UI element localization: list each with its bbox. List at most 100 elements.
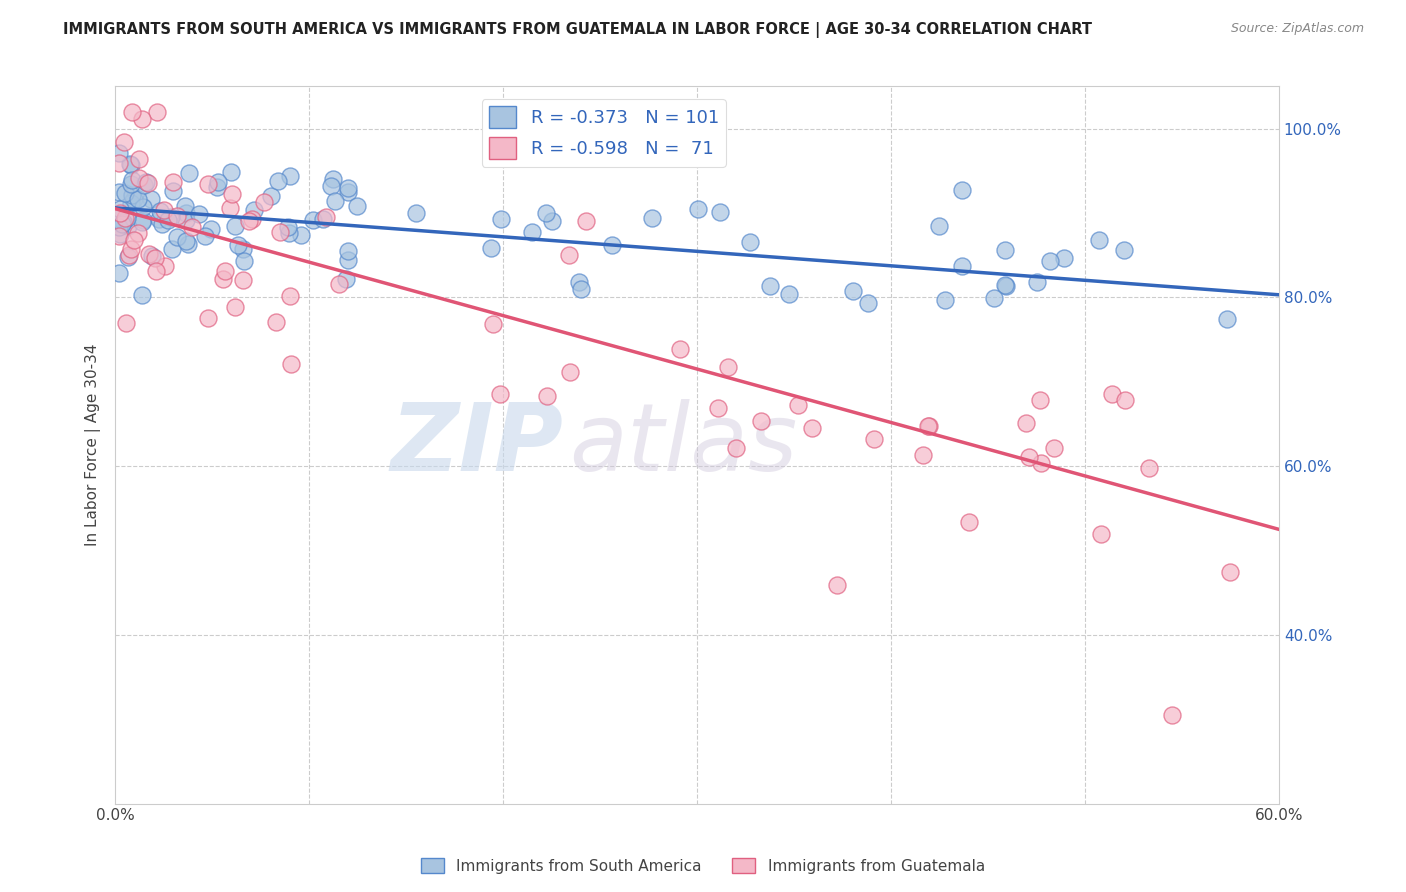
Text: Source: ZipAtlas.com: Source: ZipAtlas.com [1230, 22, 1364, 36]
Point [132, 200, 155, 214]
Point [600, 237, 623, 252]
Point [489, 212, 512, 227]
Point [108, 266, 131, 280]
Point [277, 220, 299, 235]
Point [1031, 456, 1053, 470]
Point [135, 175, 157, 189]
Point [569, 282, 592, 296]
Point [269, 225, 291, 239]
Point [277, 227, 299, 241]
Point [138, 247, 160, 261]
Point [122, 233, 145, 247]
Point [141, 249, 163, 263]
Point [862, 432, 884, 446]
Point [1015, 417, 1038, 431]
Point [174, 235, 197, 249]
Point [1053, 251, 1076, 265]
Point [128, 152, 150, 166]
Point [162, 175, 184, 189]
Point [207, 175, 229, 189]
Point [120, 178, 142, 192]
Point [253, 195, 276, 210]
Point [117, 219, 139, 233]
Text: IMMIGRANTS FROM SOUTH AMERICA VS IMMIGRANTS FROM GUATEMALA IN LABOR FORCE | AGE : IMMIGRANTS FROM SOUTH AMERICA VS IMMIGRA… [63, 22, 1092, 38]
Point [336, 185, 359, 199]
Point [1029, 392, 1052, 407]
Point [122, 192, 145, 206]
Point [197, 177, 219, 191]
Point [800, 420, 823, 434]
Point [166, 230, 188, 244]
Legend: R = -0.373   N = 101, R = -0.598   N =  71: R = -0.373 N = 101, R = -0.598 N = 71 [482, 99, 725, 167]
Point [121, 187, 143, 202]
Point [110, 202, 132, 216]
Point [240, 211, 263, 226]
Point [1219, 565, 1241, 579]
Point [166, 209, 188, 223]
Point [917, 419, 939, 434]
Point [112, 135, 135, 149]
Point [778, 287, 800, 301]
Point [405, 205, 427, 219]
Point [669, 342, 692, 356]
Point [346, 199, 368, 213]
Point [160, 242, 183, 256]
Point [176, 213, 198, 227]
Point [197, 310, 219, 325]
Point [232, 242, 254, 256]
Point [108, 185, 131, 199]
Point [139, 193, 162, 207]
Legend: Immigrants from South America, Immigrants from Guatemala: Immigrants from South America, Immigrant… [415, 852, 991, 880]
Point [568, 275, 591, 289]
Point [108, 156, 131, 170]
Point [219, 165, 242, 179]
Point [115, 211, 138, 226]
Point [121, 172, 143, 186]
Point [707, 401, 730, 415]
Point [328, 277, 350, 292]
Point [264, 315, 287, 329]
Point [214, 264, 236, 278]
Point [928, 219, 950, 233]
Point [108, 206, 131, 220]
Point [120, 243, 142, 257]
Point [131, 214, 153, 228]
Point [145, 264, 167, 278]
Point [207, 179, 229, 194]
Text: ZIP: ZIP [391, 399, 564, 491]
Point [260, 188, 283, 202]
Point [1114, 392, 1136, 407]
Point [957, 516, 980, 530]
Point [1137, 461, 1160, 475]
Point [323, 194, 346, 208]
Point [114, 211, 136, 225]
Point [911, 449, 934, 463]
Point [995, 278, 1018, 293]
Point [134, 178, 156, 193]
Point [950, 183, 973, 197]
Point [120, 158, 142, 172]
Point [1114, 243, 1136, 257]
Point [1088, 233, 1111, 247]
Point [749, 414, 772, 428]
Point [118, 157, 141, 171]
Point [322, 172, 344, 186]
Point [152, 203, 174, 218]
Point [1039, 253, 1062, 268]
Point [127, 192, 149, 206]
Point [541, 213, 564, 227]
Point [194, 228, 217, 243]
Point [108, 228, 131, 243]
Point [994, 243, 1017, 257]
Point [724, 441, 747, 455]
Point [489, 386, 512, 401]
Point [162, 184, 184, 198]
Point [181, 220, 204, 235]
Point [224, 301, 246, 315]
Point [232, 273, 254, 287]
Point [994, 277, 1017, 292]
Point [108, 219, 131, 234]
Point [278, 169, 301, 184]
Point [1018, 450, 1040, 464]
Point [177, 236, 200, 251]
